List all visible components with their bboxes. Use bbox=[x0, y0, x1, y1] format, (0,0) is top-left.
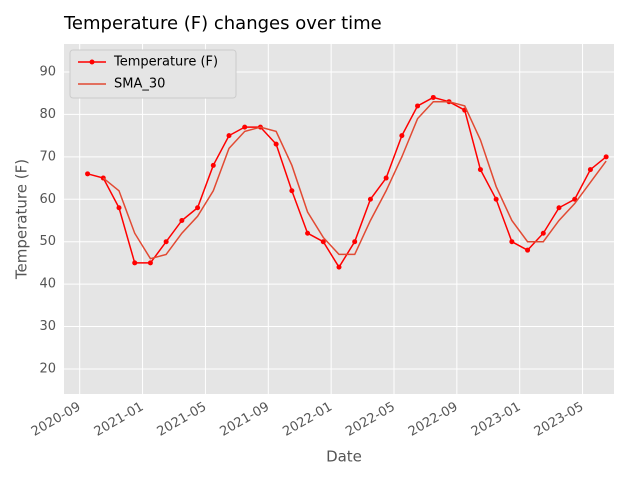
y-tick-label: 40 bbox=[39, 277, 56, 292]
data-point bbox=[603, 154, 609, 160]
x-tick-label: 2022-01 bbox=[280, 400, 335, 440]
y-tick-label: 60 bbox=[39, 192, 56, 207]
data-point bbox=[226, 133, 232, 139]
data-point bbox=[572, 196, 578, 202]
data-point bbox=[540, 230, 546, 236]
data-point bbox=[289, 188, 295, 194]
x-tick-label: 2021-05 bbox=[155, 400, 210, 440]
x-axis-label: Date bbox=[326, 448, 362, 466]
x-tick-label: 2020-09 bbox=[29, 400, 84, 440]
data-point bbox=[493, 196, 499, 202]
x-tick-label: 2021-09 bbox=[217, 400, 272, 440]
legend-label: SMA_30 bbox=[114, 77, 165, 92]
data-point bbox=[367, 196, 373, 202]
data-point bbox=[509, 239, 515, 245]
data-point bbox=[320, 239, 326, 245]
x-tick-label: 2021-01 bbox=[92, 400, 147, 440]
y-tick-label: 80 bbox=[39, 107, 56, 122]
y-axis-label: Temperature (F) bbox=[13, 159, 31, 280]
data-point bbox=[195, 205, 201, 211]
data-point bbox=[587, 167, 593, 173]
x-tick-label: 2023-01 bbox=[469, 400, 524, 440]
data-point bbox=[383, 175, 389, 181]
data-point bbox=[85, 171, 91, 177]
x-tick-label: 2023-05 bbox=[532, 400, 587, 440]
data-point bbox=[430, 94, 436, 100]
data-point bbox=[305, 230, 311, 236]
plot-area bbox=[64, 44, 614, 394]
chart-title: Temperature (F) changes over time bbox=[63, 13, 382, 34]
data-point bbox=[179, 217, 185, 223]
data-point bbox=[163, 239, 169, 245]
y-tick-label: 50 bbox=[39, 234, 56, 249]
data-point bbox=[352, 239, 358, 245]
data-point bbox=[556, 205, 562, 211]
y-tick-label: 70 bbox=[39, 149, 56, 164]
data-point bbox=[147, 260, 153, 266]
data-point bbox=[477, 167, 483, 173]
y-tick-label: 20 bbox=[39, 361, 56, 376]
data-point bbox=[242, 124, 248, 130]
data-point bbox=[273, 141, 279, 147]
data-point bbox=[525, 247, 531, 253]
data-point bbox=[336, 264, 342, 270]
legend-marker bbox=[89, 59, 95, 65]
data-point bbox=[415, 103, 421, 109]
data-point bbox=[399, 133, 405, 139]
x-tick-label: 2022-09 bbox=[406, 400, 461, 440]
y-tick-label: 90 bbox=[39, 65, 56, 80]
legend-label: Temperature (F) bbox=[113, 55, 218, 70]
data-point bbox=[132, 260, 138, 266]
data-point bbox=[116, 205, 122, 211]
data-point bbox=[210, 162, 216, 168]
legend: Temperature (F) SMA_30 bbox=[69, 49, 237, 99]
x-tick-label: 2022-05 bbox=[343, 400, 398, 440]
y-tick-label: 30 bbox=[39, 319, 56, 334]
legend-box bbox=[69, 49, 237, 99]
series-line bbox=[102, 100, 607, 260]
